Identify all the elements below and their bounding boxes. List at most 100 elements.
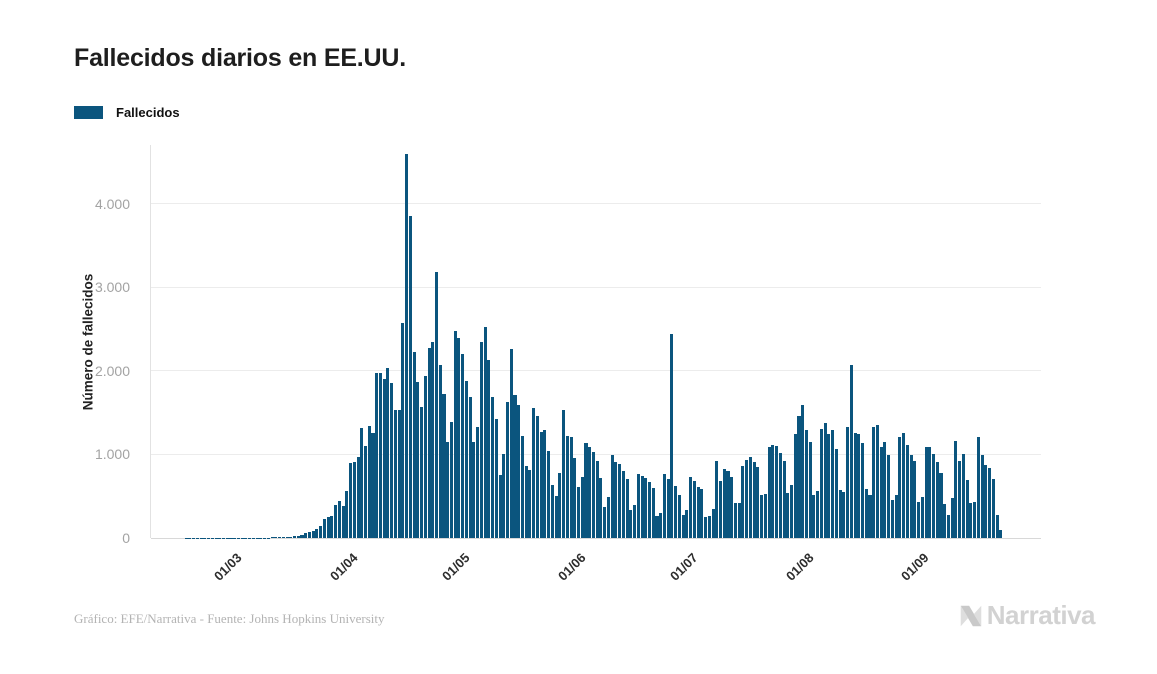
bar <box>506 401 510 538</box>
bar <box>954 440 958 538</box>
bar <box>864 489 868 538</box>
bar <box>412 351 416 538</box>
bar <box>543 429 547 538</box>
legend-label: Fallecidos <box>116 105 180 120</box>
bar <box>958 460 962 538</box>
bar <box>446 441 450 538</box>
bar <box>491 396 495 538</box>
bar <box>573 457 577 538</box>
bar <box>909 454 913 538</box>
bar <box>920 497 924 538</box>
x-axis-tick-label: 01/07 <box>666 550 701 584</box>
bar <box>558 473 562 538</box>
bar <box>965 479 969 538</box>
bar <box>737 503 741 538</box>
bar <box>535 415 539 538</box>
bar <box>472 441 476 538</box>
bar <box>905 444 909 538</box>
bar <box>636 474 640 538</box>
plot-area <box>150 145 1041 539</box>
bar <box>961 454 965 538</box>
bar <box>513 394 517 538</box>
bar <box>872 427 876 538</box>
bar <box>995 515 999 538</box>
bar <box>704 516 708 538</box>
bar <box>898 436 902 538</box>
bar <box>375 373 379 538</box>
bar <box>442 393 446 538</box>
y-axis-tick-label: 0 <box>122 530 130 546</box>
bar <box>330 515 334 538</box>
bar <box>842 491 846 538</box>
bar <box>689 477 693 538</box>
bar <box>386 367 390 538</box>
source-credit: Gráfico: EFE/Narrativa - Fuente: Johns H… <box>74 611 385 626</box>
bar <box>435 272 439 538</box>
bar <box>285 536 289 538</box>
bar <box>935 462 939 538</box>
bar <box>946 514 950 538</box>
bar <box>973 501 977 538</box>
bar <box>326 517 330 538</box>
bar <box>629 510 633 538</box>
bar <box>457 338 461 538</box>
bar <box>483 326 487 538</box>
x-axis-tick-label: 01/08 <box>782 550 817 584</box>
bar <box>371 433 375 538</box>
bar <box>969 503 973 538</box>
bar <box>610 454 614 538</box>
bar <box>319 526 323 538</box>
bar <box>352 462 356 538</box>
bar <box>565 435 569 538</box>
bar <box>648 481 652 538</box>
bar <box>416 381 420 538</box>
bar <box>823 422 827 538</box>
bar <box>827 433 831 538</box>
bar <box>349 463 353 538</box>
bar <box>274 537 278 538</box>
bar <box>861 443 865 538</box>
bar <box>532 408 536 538</box>
bar <box>423 375 427 538</box>
bar <box>270 537 274 538</box>
bar <box>281 537 285 538</box>
bar <box>696 486 700 538</box>
bar <box>479 341 483 538</box>
bar <box>711 508 715 538</box>
bar <box>322 519 326 538</box>
bar <box>786 493 790 538</box>
bar <box>950 498 954 538</box>
bar <box>924 447 928 538</box>
bar <box>651 488 655 538</box>
bar <box>730 476 734 538</box>
bar <box>670 334 674 538</box>
bar <box>464 380 468 538</box>
bar <box>550 484 554 538</box>
bar <box>857 433 861 538</box>
bar <box>438 365 442 538</box>
bar <box>719 480 723 538</box>
legend: Fallecidos <box>74 105 180 120</box>
bar <box>393 410 397 538</box>
narrativa-logo: Narrativa <box>957 600 1096 631</box>
gridline <box>151 453 1041 455</box>
gridline <box>151 286 1041 288</box>
bar <box>853 433 857 538</box>
bar <box>315 528 319 538</box>
x-axis-tick-label: 01/03 <box>210 550 245 584</box>
bar <box>722 468 726 538</box>
x-axis-tick-label: 01/04 <box>326 550 361 584</box>
bar <box>939 473 943 538</box>
bar <box>345 491 349 538</box>
bar <box>494 419 498 538</box>
bar <box>932 454 936 538</box>
bar <box>360 427 364 538</box>
bar <box>733 502 737 538</box>
y-axis-tick-label: 2.000 <box>94 362 130 379</box>
bar <box>498 475 502 538</box>
bar <box>890 500 894 538</box>
bar <box>382 379 386 538</box>
bar <box>431 342 435 538</box>
bar <box>599 478 603 538</box>
bar <box>580 476 584 538</box>
